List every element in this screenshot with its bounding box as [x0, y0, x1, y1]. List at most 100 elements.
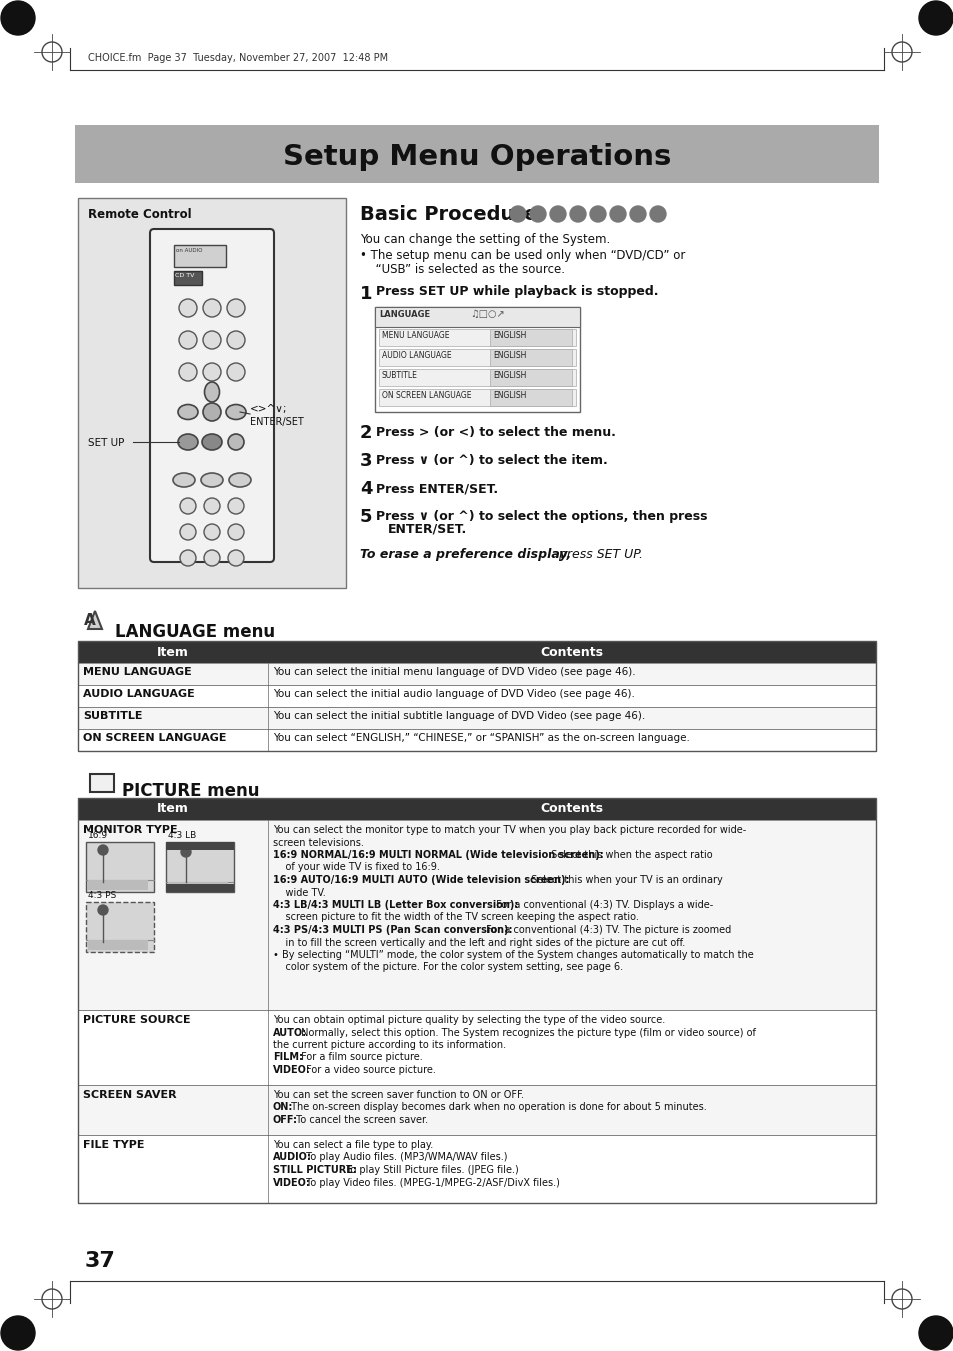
Bar	[78, 685, 875, 707]
Bar	[490, 369, 572, 386]
Text: MENU LANGUAGE: MENU LANGUAGE	[381, 331, 449, 340]
Circle shape	[203, 331, 221, 349]
Circle shape	[204, 524, 220, 540]
Circle shape	[203, 299, 221, 317]
Ellipse shape	[203, 403, 221, 422]
Text: CD TV: CD TV	[174, 273, 194, 278]
Text: To erase a preference display,: To erase a preference display,	[359, 549, 571, 561]
Text: AUDIO:: AUDIO:	[273, 1152, 312, 1162]
Text: SCREEN SAVER: SCREEN SAVER	[83, 1090, 176, 1100]
Circle shape	[227, 331, 245, 349]
Text: The on-screen display becomes dark when no operation is done for about 5 minutes: The on-screen display becomes dark when …	[288, 1102, 706, 1112]
Text: ENGLISH: ENGLISH	[493, 372, 526, 380]
Bar	[166, 884, 233, 892]
Bar	[78, 640, 875, 663]
Circle shape	[180, 550, 195, 566]
Text: MENU LANGUAGE: MENU LANGUAGE	[83, 667, 192, 677]
Text: ENTER/SET: ENTER/SET	[250, 417, 303, 427]
Text: Select this when your TV is an ordinary: Select this when your TV is an ordinary	[527, 875, 722, 885]
Text: ENGLISH: ENGLISH	[493, 331, 526, 340]
Circle shape	[180, 499, 195, 513]
Text: screen televisions.: screen televisions.	[273, 838, 363, 847]
Text: To play Audio files. (MP3/WMA/WAV files.): To play Audio files. (MP3/WMA/WAV files.…	[303, 1152, 507, 1162]
Ellipse shape	[202, 434, 222, 450]
Text: PICTURE SOURCE: PICTURE SOURCE	[83, 1015, 191, 1025]
Text: 16:9 NORMAL/16:9 MULTI NORMAL (Wide television screen):: 16:9 NORMAL/16:9 MULTI NORMAL (Wide tele…	[273, 850, 603, 861]
Circle shape	[228, 499, 244, 513]
Bar	[78, 730, 875, 751]
Bar	[88, 940, 148, 950]
Bar	[78, 820, 875, 1011]
Circle shape	[649, 205, 665, 222]
Bar	[86, 842, 153, 892]
Circle shape	[228, 550, 244, 566]
Text: Press ∨ (or ^) to select the item.: Press ∨ (or ^) to select the item.	[375, 454, 607, 467]
Text: You can select the initial audio language of DVD Video (see page 46).: You can select the initial audio languag…	[273, 689, 634, 698]
Text: ENTER/SET.: ENTER/SET.	[388, 521, 467, 535]
Text: SUBTITLE: SUBTITLE	[83, 711, 142, 721]
Text: 2: 2	[359, 424, 372, 442]
Text: For a conventional (4:3) TV. Displays a wide-: For a conventional (4:3) TV. Displays a …	[493, 900, 713, 911]
Text: Item: Item	[157, 802, 189, 816]
Text: LANGUAGE: LANGUAGE	[378, 309, 430, 319]
Text: 16:9 AUTO/16:9 MULTI AUTO (Wide television screen):: 16:9 AUTO/16:9 MULTI AUTO (Wide televisi…	[273, 875, 569, 885]
Text: For a video source picture.: For a video source picture.	[303, 1065, 436, 1075]
Text: FILM:: FILM:	[273, 1052, 303, 1062]
Text: 4:3 LB/4:3 MULTI LB (Letter Box conversion):: 4:3 LB/4:3 MULTI LB (Letter Box conversi…	[273, 900, 517, 911]
Text: Basic Procedure: Basic Procedure	[359, 205, 537, 224]
Circle shape	[227, 363, 245, 381]
Text: Normally, select this option. The System recognizes the picture type (film or vi: Normally, select this option. The System…	[297, 1028, 755, 1038]
Polygon shape	[88, 611, 102, 630]
Text: Remote Control: Remote Control	[88, 208, 192, 222]
FancyBboxPatch shape	[150, 230, 274, 562]
Bar	[78, 640, 875, 751]
Text: OFF:: OFF:	[273, 1115, 297, 1125]
Text: ON:: ON:	[273, 1102, 294, 1112]
Text: You can select “ENGLISH,” “CHINESE,” or “SPANISH” as the on-screen language.: You can select “ENGLISH,” “CHINESE,” or …	[273, 734, 689, 743]
Bar	[378, 389, 576, 407]
Text: SET UP: SET UP	[88, 438, 124, 449]
Ellipse shape	[226, 404, 246, 420]
Circle shape	[180, 524, 195, 540]
Text: You can select a file type to play.: You can select a file type to play.	[273, 1140, 433, 1150]
Ellipse shape	[204, 382, 219, 403]
Circle shape	[204, 499, 220, 513]
Text: ON SCREEN LANGUAGE: ON SCREEN LANGUAGE	[83, 734, 226, 743]
Circle shape	[179, 363, 196, 381]
Circle shape	[1, 1316, 35, 1350]
Bar	[90, 774, 113, 792]
Circle shape	[179, 331, 196, 349]
Bar	[78, 1135, 875, 1202]
Bar	[86, 902, 153, 952]
Bar	[166, 842, 233, 850]
Text: You can obtain optimal picture quality by selecting the type of the video source: You can obtain optimal picture quality b…	[273, 1015, 664, 1025]
Bar	[78, 1085, 875, 1135]
Bar	[166, 842, 233, 892]
Circle shape	[629, 205, 645, 222]
Circle shape	[204, 550, 220, 566]
Text: color system of the picture. For the color system setting, see page 6.: color system of the picture. For the col…	[273, 962, 622, 973]
Circle shape	[227, 299, 245, 317]
Text: 3: 3	[359, 453, 372, 470]
Text: 16:9: 16:9	[88, 831, 108, 840]
Text: ON SCREEN LANGUAGE: ON SCREEN LANGUAGE	[381, 390, 471, 400]
Text: You can change the setting of the System.: You can change the setting of the System…	[359, 232, 610, 246]
Ellipse shape	[178, 434, 198, 450]
Bar	[375, 307, 579, 412]
Text: screen picture to fit the width of the TV screen keeping the aspect ratio.: screen picture to fit the width of the T…	[273, 912, 639, 923]
Text: Item: Item	[157, 646, 189, 658]
Circle shape	[98, 905, 108, 915]
Text: “USB” is selected as the source.: “USB” is selected as the source.	[368, 263, 564, 276]
Bar	[78, 707, 875, 730]
Text: SUBTITLE: SUBTITLE	[381, 372, 417, 380]
Text: 4:3 LB: 4:3 LB	[168, 831, 196, 840]
Ellipse shape	[172, 473, 194, 486]
Circle shape	[181, 847, 191, 857]
Text: STILL PICTURE:: STILL PICTURE:	[273, 1165, 356, 1175]
Text: of your wide TV is fixed to 16:9.: of your wide TV is fixed to 16:9.	[273, 862, 439, 873]
Text: ♫□○↗: ♫□○↗	[470, 309, 504, 319]
Text: ENGLISH: ENGLISH	[493, 390, 526, 400]
Bar	[78, 663, 875, 685]
Bar	[173, 272, 202, 285]
Text: 4:3 PS/4:3 MULTI PS (Pan Scan conversion):: 4:3 PS/4:3 MULTI PS (Pan Scan conversion…	[273, 925, 512, 935]
